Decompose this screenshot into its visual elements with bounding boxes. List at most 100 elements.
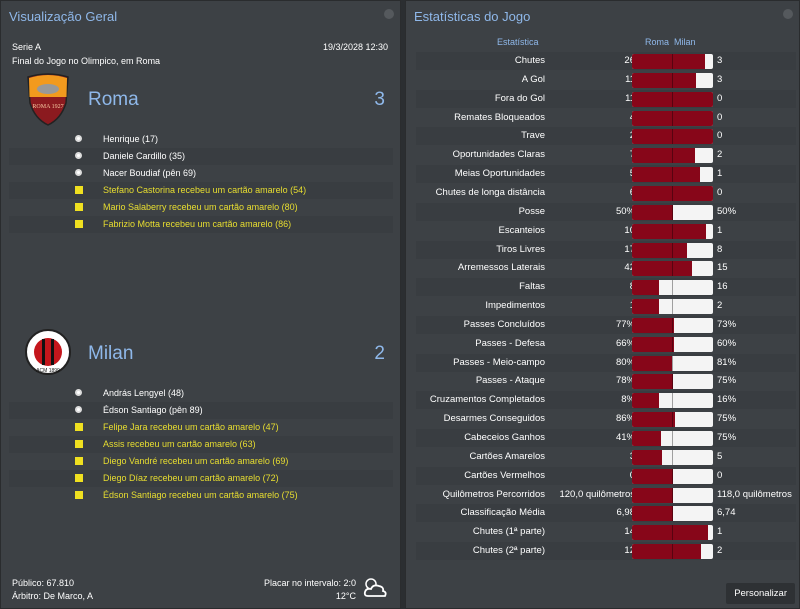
yellow-card-icon [75,186,83,194]
event-text: András Lengyel (48) [103,388,185,398]
home-share-fill [632,185,713,201]
event-text: Édson Santiago (pên 89) [103,405,203,415]
home-value: 12 [624,545,635,557]
away-value: 3 [717,73,723,85]
stat-row: Cruzamentos Completados 8% 16% [416,391,796,410]
comparison-bar [632,148,713,164]
home-value: 66% [615,337,635,349]
goal-ball-icon [75,169,82,176]
event-row: Édson Santiago recebeu um cartão amarelo… [9,487,393,504]
away-value: 75% [717,432,737,443]
home-team-name[interactable]: Roma [88,89,139,110]
milan-crest-logo: ACM 1899 [25,329,71,375]
home-value: 17 [624,243,635,255]
home-share-fill [632,280,659,296]
comparison-bar [632,336,713,352]
stat-label: Fora do Gol [494,92,545,104]
bar-midline [672,393,673,409]
event-row: András Lengyel (48) [9,385,393,402]
milan-crest-text: ACM 1899 [36,368,60,374]
comparison-bar [632,374,713,390]
stat-row: Classificação Média 6,98 6,74 [416,504,796,523]
comparison-bar [632,355,713,371]
away-value: 60% [717,337,737,349]
away-team-name[interactable]: Milan [88,343,134,364]
bar-midline [672,261,673,277]
home-value: 6,98 [616,507,636,519]
away-value: 0 [717,469,723,481]
comparison-bar [632,299,713,315]
bar-midline [672,280,673,296]
bar-midline [672,487,673,503]
collapse-icon[interactable] [384,9,394,19]
goal-ball-icon [75,135,82,142]
stat-row: Passes - Ataque 78% 75% [416,372,796,390]
bar-midline [672,242,673,258]
away-value: 16% [717,394,737,406]
stat-row: Passes - Defesa 66% 60% [416,335,796,353]
home-share-fill [632,110,713,126]
stat-label: Remates Bloqueados [454,111,545,123]
goal-ball-icon [75,406,82,413]
comparison-bar [632,468,713,484]
comparison-bar [632,544,713,560]
away-value: 0 [717,111,723,123]
home-share-fill [632,54,705,69]
attendance: Público: 67.810 [12,578,75,588]
home-value: 120,0 quilômetros [559,488,635,500]
away-value: 8 [717,243,723,255]
event-text: Diego Vandré recebeu um cartão amarelo (… [103,456,289,466]
home-share-fill [632,355,673,371]
stat-label: Chutes (1ª parte) [472,526,545,538]
customize-button[interactable]: Personalizar [726,583,795,604]
home-share-fill [632,261,692,277]
stat-label: Faltas [519,281,545,293]
comparison-bar [632,506,713,522]
stat-row: Posse 50% 50% [416,202,796,221]
yellow-card-icon [75,491,83,499]
away-value: 1 [717,526,723,538]
roma-crest-logo: ROMA 1927 [27,73,69,126]
stat-label: Passes - Meio-campo [453,356,545,368]
comparison-bar [632,431,713,446]
referee: Árbitro: De Marco, A [12,591,94,601]
yellow-card-icon [75,423,83,431]
overview-panel: Visualização Geral Serie A 19/3/2028 12:… [0,0,401,609]
bar-midline [672,185,673,201]
temperature: 12°C [335,591,356,601]
home-share-fill [632,336,675,352]
stat-label: Cabeceios Ganhos [464,432,545,443]
away-value: 3 [717,55,723,66]
stat-label: Trave [521,130,545,142]
home-value: 78% [615,375,635,387]
match-datetime: 19/3/2028 12:30 [322,42,388,52]
comparison-bar [632,129,713,145]
home-share-fill [632,317,674,333]
collapse-icon[interactable] [783,9,793,19]
stat-label: Chutes [514,55,545,66]
home-share-fill [632,412,676,428]
stat-row: Chutes de longa distância 6 0 [416,184,796,202]
home-value: 41% [615,432,635,443]
stat-label: Chutes (2ª parte) [472,545,545,557]
away-column-header: Milan [674,37,696,47]
bar-midline [672,54,673,69]
event-row: Diego Díaz recebeu um cartão amarelo (72… [9,470,393,487]
stat-row: Faltas 8 16 [416,278,796,297]
stat-label: Cruzamentos Completados [429,394,545,406]
away-value: 5 [717,450,723,462]
home-share-fill [632,544,702,560]
bar-midline [672,449,673,465]
stat-row: A Gol 11 3 [416,71,796,89]
event-row: Diego Vandré recebeu um cartão amarelo (… [9,453,393,470]
stat-row: Tiros Livres 17 8 [416,240,796,259]
away-value: 50% [717,205,737,217]
bar-midline [672,374,673,390]
stats-panel: Estatísticas do Jogo Estatística Roma Mi… [405,0,800,609]
event-text: Diego Díaz recebeu um cartão amarelo (72… [103,473,279,483]
stat-label: A Gol [521,73,545,85]
stat-row: Oportunidades Claras 7 2 [416,146,796,164]
away-value: 81% [717,356,737,368]
yellow-card-icon [75,457,83,465]
home-share-fill [632,148,695,164]
